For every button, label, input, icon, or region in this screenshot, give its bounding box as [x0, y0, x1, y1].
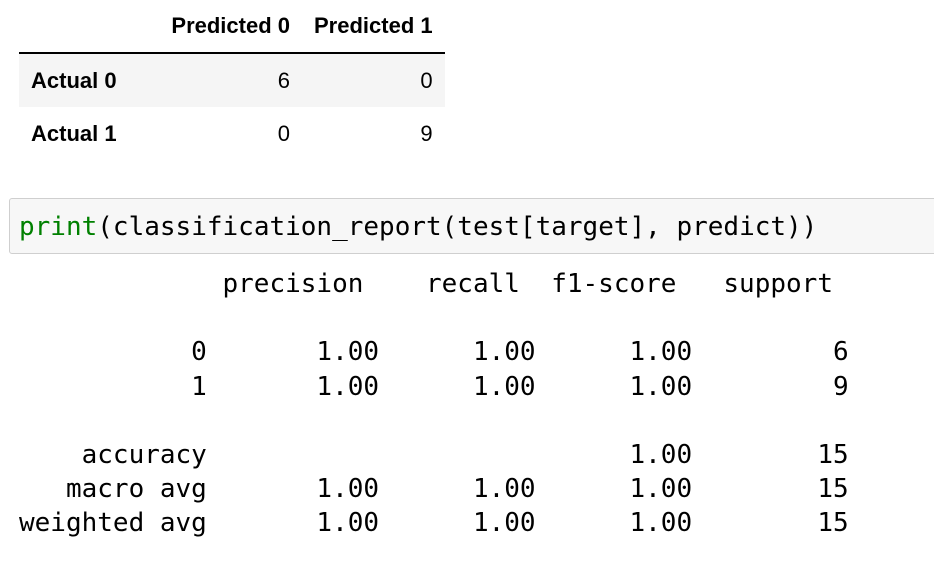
column-header: Predicted 0 — [148, 0, 302, 54]
classification-report-output: precision recall f1-score support 0 1.00… — [19, 267, 849, 541]
report-header-line: precision recall f1-score support — [19, 269, 833, 299]
code-line[interactable]: print(classification_report(test[target]… — [19, 209, 817, 245]
code-input-cell[interactable]: print(classification_report(test[target]… — [9, 198, 934, 254]
table-cell: 0 — [277, 121, 290, 146]
code-text: (classification_report(test[target], pre… — [97, 212, 818, 242]
table-cell: 0 — [420, 67, 433, 93]
row-header: Actual 1 — [31, 121, 117, 146]
table-row: Actual 1 0 9 — [19, 107, 445, 161]
row-header: Actual 0 — [31, 67, 117, 93]
column-header: Predicted 1 — [302, 0, 445, 54]
builtin-keyword: print — [19, 212, 98, 242]
confusion-matrix-table: Predicted 0 Predicted 1 Actual 0 6 0 Act… — [19, 0, 445, 161]
report-line: macro avg 1.00 1.00 1.00 15 — [19, 474, 849, 505]
report-line: accuracy 1.00 15 — [19, 440, 849, 471]
table-row: Actual 0 6 0 — [19, 53, 445, 107]
report-line: 1 1.00 1.00 1.00 9 — [19, 371, 849, 402]
table-cell: 6 — [277, 67, 290, 93]
table-header-row: Predicted 0 Predicted 1 — [19, 0, 445, 54]
report-line: weighted avg 1.00 1.00 1.00 15 — [19, 508, 849, 539]
report-line: 0 1.00 1.00 1.00 6 — [19, 337, 849, 368]
table-cell: 9 — [420, 121, 433, 146]
table-corner-cell — [19, 0, 148, 54]
